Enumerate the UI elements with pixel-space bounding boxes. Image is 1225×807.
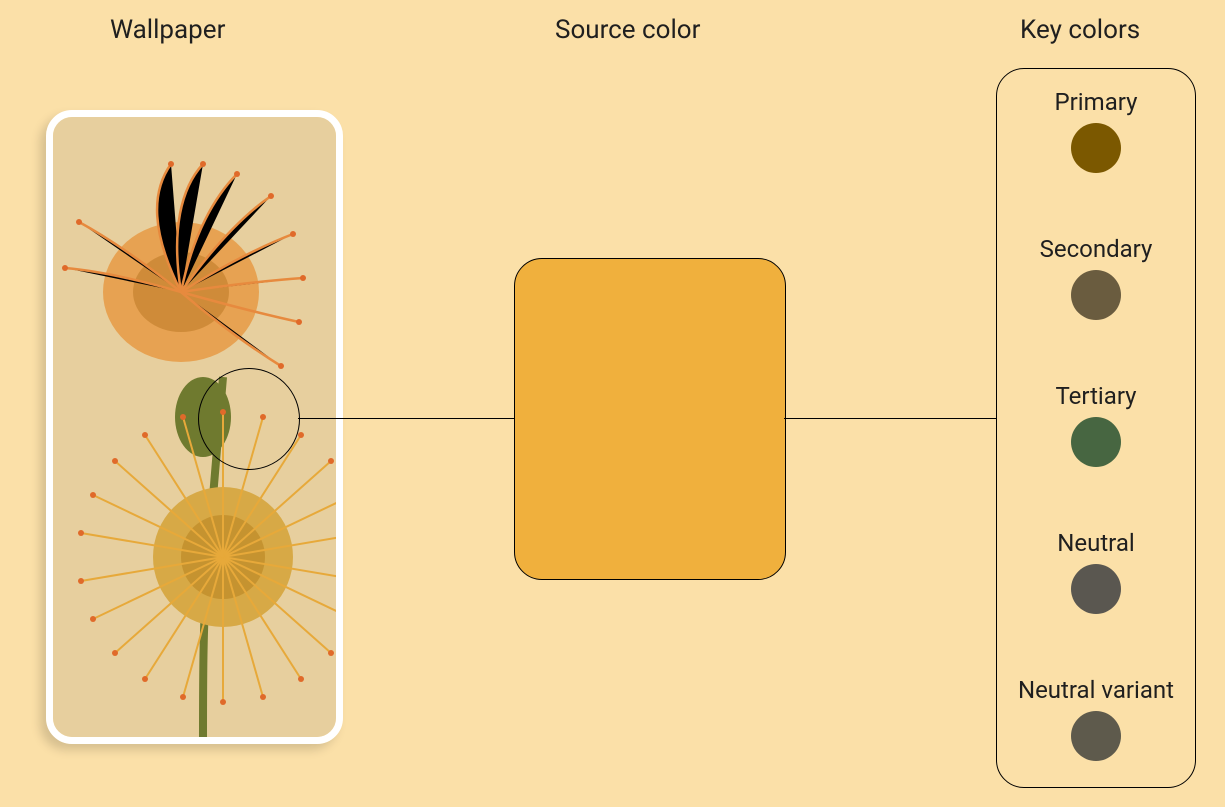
heading-key-colors: Key colors	[1020, 15, 1140, 45]
key-color-swatch	[1071, 123, 1121, 173]
connector-source-to-key	[784, 418, 996, 419]
key-color-item: Neutral	[1057, 530, 1134, 614]
key-color-item: Primary	[1055, 89, 1138, 173]
key-color-item: Tertiary	[1055, 383, 1136, 467]
wallpaper-sample-circle	[198, 368, 300, 470]
key-color-item: Secondary	[1040, 236, 1153, 320]
source-color-swatch	[514, 258, 786, 580]
key-colors-panel: Primary Secondary Tertiary Neutral Neutral v…	[996, 68, 1196, 788]
key-color-label: Primary	[1055, 89, 1138, 115]
heading-wallpaper: Wallpaper	[110, 15, 225, 45]
heading-source-color: Source color	[555, 15, 700, 45]
key-color-swatch	[1071, 564, 1121, 614]
connector-wallpaper-to-source	[298, 418, 514, 419]
key-color-swatch	[1071, 270, 1121, 320]
key-color-label: Neutral variant	[1018, 677, 1174, 703]
key-color-label: Neutral	[1057, 530, 1134, 556]
key-color-swatch	[1071, 417, 1121, 467]
key-color-item: Neutral variant	[1018, 677, 1174, 761]
key-color-label: Secondary	[1040, 236, 1153, 262]
key-color-swatch	[1071, 711, 1121, 761]
key-color-label: Tertiary	[1055, 383, 1136, 409]
